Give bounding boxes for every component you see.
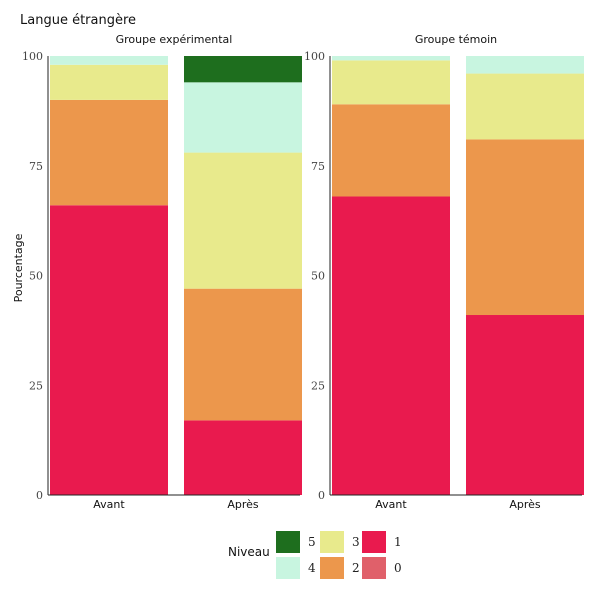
bar-segment-2 xyxy=(50,99,168,206)
legend-key-2 xyxy=(320,557,344,579)
bar-segment-1 xyxy=(332,196,450,496)
bar-segment-3 xyxy=(50,64,168,100)
x-tick-label: Après xyxy=(509,498,541,511)
legend-label: 0 xyxy=(394,561,402,575)
y-tick-label: 100 xyxy=(22,50,43,63)
bar-segment-1 xyxy=(466,315,584,495)
x-tick-label: Avant xyxy=(93,498,125,511)
bar-segment-2 xyxy=(466,139,584,316)
y-axis-label: Pourcentage xyxy=(12,233,25,302)
y-tick-label: 0 xyxy=(36,489,43,502)
legend-key-4 xyxy=(276,557,300,579)
panel-1: Groupe expérimental 0 25 50 75 100 Avant Après xyxy=(22,33,302,511)
y-tick-label: 75 xyxy=(311,160,325,173)
y-tick-label: 75 xyxy=(29,160,43,173)
y-tick-label: 0 xyxy=(318,489,325,502)
legend-label: 5 xyxy=(308,535,316,549)
chart-title: Langue étrangère xyxy=(20,13,136,28)
legend: Niveau 5 4 3 2 1 0 xyxy=(228,531,402,579)
panel-2: Groupe témoin 0 25 50 75 100 Avant Après xyxy=(304,33,584,511)
bar-segment-2 xyxy=(332,104,450,197)
x-tick-label: Après xyxy=(227,498,259,511)
legend-title: Niveau xyxy=(228,545,270,559)
legend-key-3 xyxy=(320,531,344,553)
bar-segment-1 xyxy=(184,420,302,495)
bar-segment-3 xyxy=(332,60,450,105)
legend-label: 4 xyxy=(308,561,316,575)
y-tick-label: 25 xyxy=(29,379,43,392)
y-tick-label: 50 xyxy=(311,270,325,283)
y-tick-label: 50 xyxy=(29,270,43,283)
legend-label: 1 xyxy=(394,535,402,549)
legend-key-1 xyxy=(362,531,386,553)
bar-segment-4 xyxy=(466,56,584,74)
bar-segment-3 xyxy=(184,152,302,289)
legend-label: 2 xyxy=(352,561,360,575)
panel-title: Groupe témoin xyxy=(415,33,497,46)
legend-key-5 xyxy=(276,531,300,553)
legend-key-0 xyxy=(362,557,386,579)
legend-label: 3 xyxy=(352,535,360,549)
bar-segment-4 xyxy=(184,82,302,153)
bar-segment-4 xyxy=(50,56,168,65)
panel-title: Groupe expérimental xyxy=(116,33,233,46)
bar-segment-1 xyxy=(50,205,168,495)
y-tick-label: 100 xyxy=(304,50,325,63)
bar-segment-4 xyxy=(332,56,450,61)
bar-segment-3 xyxy=(466,73,584,140)
bar-segment-5 xyxy=(184,56,302,83)
bar-segment-2 xyxy=(184,288,302,421)
x-tick-label: Avant xyxy=(375,498,407,511)
y-tick-label: 25 xyxy=(311,379,325,392)
